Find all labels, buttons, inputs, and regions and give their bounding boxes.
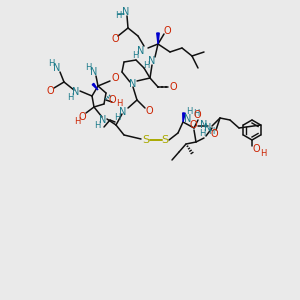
Text: H: H: [208, 127, 214, 136]
Text: N: N: [200, 120, 208, 130]
Text: H: H: [114, 112, 120, 122]
Text: N: N: [184, 114, 192, 124]
Text: H: H: [67, 92, 73, 101]
Text: N: N: [204, 123, 212, 133]
Text: •••: •••: [156, 85, 168, 91]
Text: H: H: [116, 100, 122, 109]
Text: N: N: [122, 7, 130, 17]
Text: N: N: [137, 46, 145, 56]
Text: H: H: [193, 110, 199, 118]
Text: O: O: [252, 144, 260, 154]
Text: H: H: [115, 11, 121, 20]
Text: N: N: [129, 79, 137, 89]
Text: O: O: [145, 106, 153, 116]
Text: O: O: [111, 34, 119, 44]
Text: H: H: [132, 52, 138, 61]
Text: O: O: [108, 95, 116, 105]
Text: N: N: [72, 87, 80, 97]
Text: O: O: [78, 112, 86, 122]
Text: H: H: [94, 121, 100, 130]
Polygon shape: [92, 83, 98, 90]
Text: O: O: [169, 82, 177, 92]
Text: O: O: [210, 129, 218, 139]
Text: H: H: [48, 58, 54, 68]
Text: O: O: [111, 73, 119, 83]
Polygon shape: [183, 113, 185, 122]
Text: O: O: [163, 26, 171, 36]
Polygon shape: [157, 33, 159, 44]
Text: H: H: [260, 148, 266, 158]
Text: H: H: [186, 107, 192, 116]
Text: N: N: [53, 63, 61, 73]
Text: S: S: [142, 135, 150, 145]
Text: N: N: [99, 115, 107, 125]
Text: S: S: [161, 135, 169, 145]
Text: N: N: [119, 107, 127, 117]
Text: H: H: [74, 118, 80, 127]
Text: H: H: [199, 130, 205, 139]
Text: N: N: [90, 67, 98, 77]
Text: O: O: [46, 86, 54, 96]
Text: O: O: [189, 120, 197, 130]
Text: O: O: [193, 110, 201, 120]
Text: H: H: [85, 62, 91, 71]
Text: H: H: [143, 61, 149, 70]
Text: N: N: [148, 56, 156, 66]
